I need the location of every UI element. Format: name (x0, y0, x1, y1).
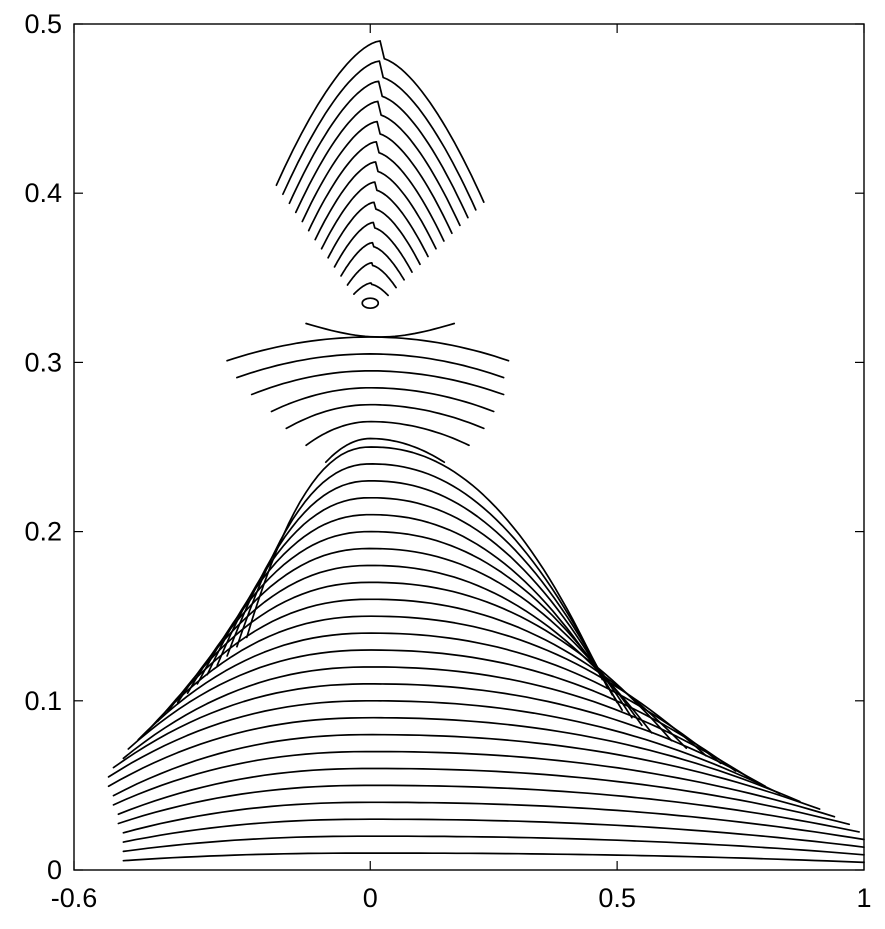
contour-line (176, 564, 653, 734)
contour-line (122, 852, 865, 864)
contour-line (346, 261, 397, 289)
contour-line (196, 530, 633, 719)
contour-line (305, 322, 456, 338)
contour-line (236, 463, 609, 689)
y-axis-tick-labels: 0 0.1 0.2 0.3 0.4 0.5 (24, 9, 62, 885)
contour-line (186, 547, 643, 727)
x-tick-label: 0.5 (598, 883, 636, 913)
y-tick-label: 0.5 (24, 9, 62, 39)
contour-line (216, 496, 618, 704)
contour-line (294, 100, 461, 227)
contour-line (137, 632, 722, 765)
y-tick-label: 0 (47, 855, 62, 885)
contour-line (333, 221, 413, 273)
x-tick-label: 0 (363, 883, 378, 913)
contour-line (122, 835, 865, 856)
contour-line (117, 767, 851, 826)
contour-line (112, 750, 836, 818)
x-axis-tick-labels: -0.6 0 0.5 1 (51, 883, 872, 913)
contour-line (285, 403, 485, 430)
y-tick-label: 0.3 (24, 347, 62, 377)
plot-area-frame (73, 23, 865, 871)
contour-line (122, 801, 865, 841)
contour-line (361, 297, 380, 310)
contour-line (305, 420, 470, 447)
axis-ticks (73, 23, 865, 871)
contour-line (112, 683, 767, 788)
contour-line (245, 446, 604, 681)
contour-line (307, 140, 445, 242)
contour-line (107, 699, 781, 795)
contour-line (117, 784, 860, 833)
contour-line (275, 40, 485, 203)
contour-line (147, 615, 707, 757)
contour-line (353, 282, 389, 297)
contour-line (327, 201, 421, 266)
x-tick-label: -0.6 (51, 883, 98, 913)
y-tick-label: 0.4 (24, 178, 62, 208)
contour-line (122, 666, 752, 780)
contour-line (282, 60, 477, 211)
contour-line (320, 181, 429, 258)
y-tick-label: 0.1 (24, 686, 62, 716)
contour-line (288, 80, 469, 219)
y-tick-label: 0.2 (24, 517, 62, 547)
contour-line (112, 733, 821, 810)
contour-line (236, 353, 505, 379)
x-tick-label: 1 (856, 883, 871, 913)
contour-lines (107, 40, 865, 864)
contour-line (206, 513, 623, 711)
contour-line (301, 120, 453, 235)
contour-line (226, 480, 614, 696)
contour-line (127, 649, 737, 772)
contour-line (314, 161, 437, 250)
contour-line (122, 818, 865, 849)
contour-line (107, 716, 801, 803)
contour-line (226, 336, 510, 362)
contour-line (340, 241, 405, 281)
contour-line (250, 370, 505, 396)
contour-line (270, 386, 495, 413)
contour-line (324, 437, 446, 464)
